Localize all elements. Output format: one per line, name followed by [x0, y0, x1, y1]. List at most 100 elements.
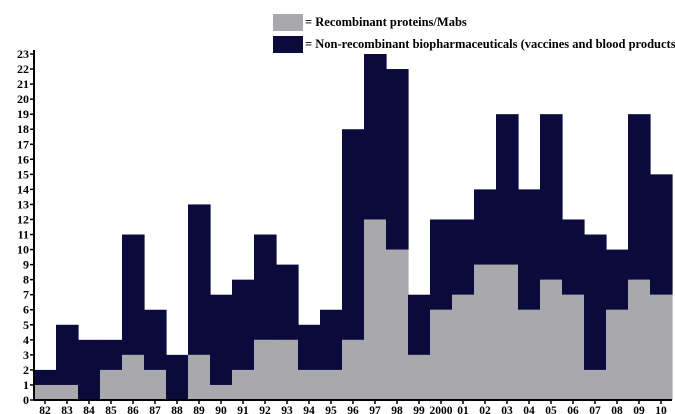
legend-swatch-recombinant [273, 13, 303, 31]
y-tick-label: 15 [17, 167, 29, 181]
x-tick-label: 2000 [430, 405, 453, 414]
bar-recombinant-92 [254, 339, 277, 400]
bar-recombinant-03 [496, 264, 519, 400]
bar-non-recombinant-93 [276, 264, 299, 340]
bar-non-recombinant-89 [188, 204, 211, 355]
y-tick-label: 22 [17, 62, 29, 76]
bar-recombinant-01 [452, 294, 475, 400]
bar-non-recombinant-88 [166, 354, 189, 400]
bar-non-recombinant-08 [606, 249, 629, 310]
bar-non-recombinant-91 [232, 279, 255, 370]
bar-non-recombinant-90 [210, 294, 233, 385]
x-tick-label: 98 [391, 405, 403, 414]
bar-recombinant-09 [628, 279, 651, 400]
y-tick-label: 2 [23, 363, 29, 377]
x-axis-ticks: 82 83 84 85 86 87 88 89 90 91 92 93 94 95 96 97 98 99 2000… [39, 400, 667, 414]
bar-recombinant-94 [298, 369, 321, 400]
bar-recombinant-2000 [430, 309, 453, 400]
bar-recombinant-85 [100, 369, 123, 400]
x-tick-label: 03 [501, 405, 513, 414]
bar-non-recombinant-83 [56, 324, 79, 385]
y-tick-label: 12 [17, 212, 29, 226]
bar-non-recombinant-10 [650, 174, 673, 295]
bar-non-recombinant-87 [144, 309, 167, 370]
bar-non-recombinant-94 [298, 324, 321, 370]
bar-non-recombinant-2000 [430, 219, 453, 310]
x-tick-label: 89 [193, 405, 205, 414]
y-tick-label: 14 [17, 182, 29, 196]
legend-item-non-recombinant: = Non-recombinant biopharmaceuticals (va… [273, 34, 675, 54]
y-tick-label: 5 [23, 318, 29, 332]
x-tick-label: 83 [61, 405, 73, 414]
x-tick-label: 86 [127, 405, 139, 414]
x-tick-label: 01 [457, 405, 469, 414]
bar-recombinant-02 [474, 264, 497, 400]
bar-non-recombinant-05 [540, 114, 563, 280]
bar-recombinant-10 [650, 294, 673, 400]
bar-recombinant-86 [122, 354, 145, 400]
x-tick-label: 04 [523, 405, 535, 414]
y-tick-label: 9 [23, 258, 29, 272]
y-tick-label: 19 [17, 107, 29, 121]
y-tick-label: 6 [23, 303, 29, 317]
x-tick-label: 91 [237, 405, 249, 414]
y-tick-label: 20 [17, 92, 29, 106]
x-tick-label: 90 [215, 405, 227, 414]
y-tick-label: 0 [23, 393, 29, 407]
bar-non-recombinant-92 [254, 234, 277, 340]
bar-recombinant-05 [540, 279, 563, 400]
bar-recombinant-98 [386, 249, 409, 400]
bar-non-recombinant-97 [364, 54, 387, 220]
x-tick-label: 08 [611, 405, 623, 414]
y-tick-label: 7 [23, 288, 29, 302]
bar-non-recombinant-85 [100, 339, 123, 370]
bar-recombinant-93 [276, 339, 299, 400]
legend-label-recombinant: = Recombinant proteins/Mabs [305, 14, 467, 29]
bar-recombinant-96 [342, 339, 365, 400]
x-tick-label: 99 [413, 405, 425, 414]
x-tick-label: 94 [303, 405, 315, 414]
bar-non-recombinant-03 [496, 114, 519, 265]
x-tick-label: 93 [281, 405, 293, 414]
y-tick-label: 13 [17, 197, 29, 211]
bar-recombinant-99 [408, 354, 431, 400]
legend-swatch-non-recombinant [273, 35, 303, 53]
bar-non-recombinant-01 [452, 219, 475, 295]
bar-recombinant-82 [34, 384, 57, 400]
y-tick-label: 18 [17, 122, 29, 136]
bar-recombinant-89 [188, 354, 211, 400]
bars-layer [34, 54, 673, 400]
bar-recombinant-07 [584, 369, 607, 400]
x-tick-label: 92 [259, 405, 271, 414]
x-tick-label: 10 [655, 405, 667, 414]
bar-non-recombinant-82 [34, 369, 57, 385]
bar-non-recombinant-99 [408, 294, 431, 355]
x-tick-label: 96 [347, 405, 359, 414]
bar-recombinant-91 [232, 369, 255, 400]
legend-item-recombinant: = Recombinant proteins/Mabs [273, 12, 675, 32]
x-tick-label: 07 [589, 405, 601, 414]
x-tick-label: 02 [479, 405, 491, 414]
x-tick-label: 05 [545, 405, 557, 414]
y-tick-label: 11 [18, 228, 29, 242]
bar-non-recombinant-95 [320, 309, 343, 370]
bar-recombinant-04 [518, 309, 541, 400]
bar-non-recombinant-09 [628, 114, 651, 280]
bar-recombinant-90 [210, 384, 233, 400]
bar-non-recombinant-86 [122, 234, 145, 355]
bar-non-recombinant-07 [584, 234, 607, 370]
bar-recombinant-95 [320, 369, 343, 400]
y-tick-label: 17 [17, 137, 29, 151]
bar-recombinant-83 [56, 384, 79, 400]
x-tick-label: 97 [369, 405, 381, 414]
x-tick-label: 88 [171, 405, 183, 414]
bar-non-recombinant-98 [386, 69, 409, 250]
y-tick-label: 8 [23, 273, 29, 287]
y-tick-label: 23 [17, 47, 29, 61]
bar-non-recombinant-84 [78, 339, 101, 400]
y-tick-label: 10 [17, 243, 29, 257]
bar-non-recombinant-02 [474, 189, 497, 265]
x-tick-label: 82 [39, 405, 51, 414]
x-tick-label: 84 [83, 405, 95, 414]
y-tick-label: 3 [23, 348, 29, 362]
